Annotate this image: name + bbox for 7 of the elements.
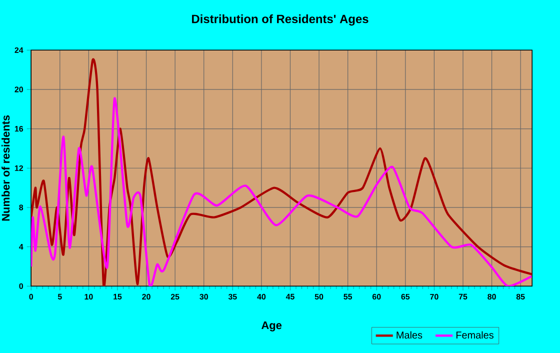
legend-label: Females <box>456 331 494 339</box>
legend-label: Males <box>396 331 422 339</box>
line-series <box>31 58 532 286</box>
y-axis-title: Number of residents <box>2 115 10 221</box>
chart-title: Distribution of Residents' Ages <box>192 14 368 26</box>
x-axis-title: Age <box>261 322 282 332</box>
line-series <box>31 97 532 286</box>
